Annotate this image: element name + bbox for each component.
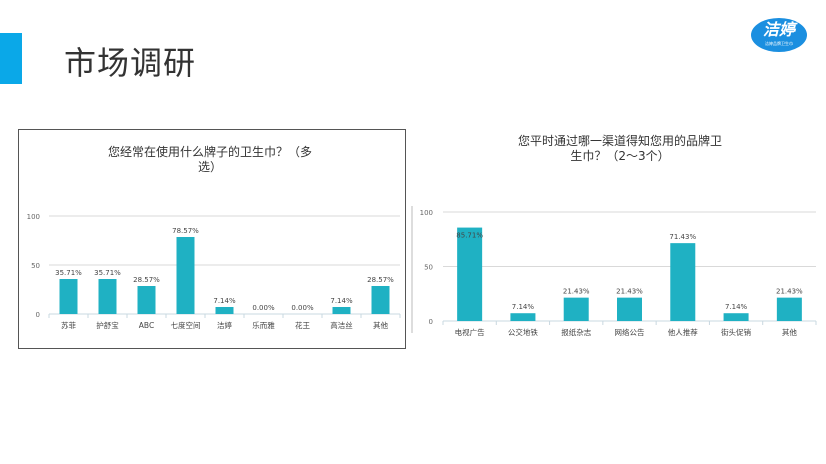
category-label: 其他 bbox=[782, 327, 797, 337]
category-label: 护舒宝 bbox=[96, 320, 119, 330]
category-label: 电视广告 bbox=[455, 327, 485, 337]
y-tick-label: 0 bbox=[36, 311, 40, 319]
bar bbox=[98, 279, 117, 314]
value-label: 28.57% bbox=[367, 276, 394, 284]
bar bbox=[723, 313, 749, 321]
bar bbox=[617, 297, 642, 321]
value-label: 7.14% bbox=[330, 297, 353, 305]
value-label: 78.57% bbox=[172, 227, 199, 235]
chart-channel-title: 您平时通过哪一渠道得知您用的品牌卫 生巾？（2～3个） bbox=[480, 134, 760, 164]
category-label: 花王 bbox=[295, 320, 310, 330]
value-label: 21.43% bbox=[776, 288, 803, 296]
bar bbox=[59, 279, 78, 314]
accent-bar bbox=[0, 33, 22, 84]
bar bbox=[670, 243, 696, 321]
value-label: 35.71% bbox=[94, 269, 121, 277]
value-label: 7.14% bbox=[213, 297, 236, 305]
bar bbox=[510, 313, 536, 321]
bar bbox=[332, 307, 351, 314]
category-label: 他人推荐 bbox=[668, 327, 698, 337]
value-label: 21.43% bbox=[616, 288, 643, 296]
value-label: 35.71% bbox=[55, 269, 82, 277]
bar bbox=[215, 307, 234, 314]
category-label: 洁婷 bbox=[217, 320, 232, 330]
category-label: 高洁丝 bbox=[330, 320, 353, 330]
logo-text: 洁婷 bbox=[762, 20, 795, 39]
value-label: 0.00% bbox=[291, 304, 314, 312]
bar bbox=[457, 227, 483, 321]
chart-title-line2: 生巾？（2～3个） bbox=[570, 149, 670, 163]
y-tick-label: 50 bbox=[424, 264, 433, 272]
bar bbox=[776, 297, 802, 321]
y-tick-label: 0 bbox=[429, 318, 433, 326]
value-label: 7.14% bbox=[512, 303, 535, 311]
value-label: 7.14% bbox=[725, 303, 748, 311]
chart-title-line2: 选） bbox=[197, 160, 222, 174]
value-label: 0.00% bbox=[252, 304, 275, 312]
bar bbox=[137, 286, 156, 314]
category-label: 乐而雅 bbox=[252, 320, 275, 330]
logo-subtext: 洁婷品牌卫生巾 bbox=[765, 41, 793, 46]
value-label: 21.43% bbox=[563, 288, 590, 296]
value-label: 71.43% bbox=[669, 233, 696, 241]
category-label: 网络公告 bbox=[615, 327, 645, 337]
chart-title-line1: 您经常在使用什么牌子的卫生巾？（多 bbox=[107, 145, 312, 159]
y-tick-label: 50 bbox=[31, 262, 40, 270]
category-label: 七度空间 bbox=[171, 320, 201, 330]
page-title: 市场调研 bbox=[64, 44, 197, 82]
category-label: 报纸杂志 bbox=[561, 327, 591, 337]
category-label: 公交地铁 bbox=[508, 327, 538, 337]
value-label: 28.57% bbox=[133, 276, 160, 284]
chart-brand-usage-title: 您经常在使用什么牌子的卫生巾？（多 选） bbox=[60, 145, 360, 175]
category-label: 其他 bbox=[373, 320, 388, 330]
bar bbox=[176, 237, 195, 314]
chart-title-line1: 您平时通过哪一渠道得知您用的品牌卫 bbox=[517, 134, 722, 148]
y-tick-label: 100 bbox=[27, 213, 40, 221]
y-tick-label: 100 bbox=[420, 209, 433, 217]
bar bbox=[371, 286, 390, 314]
category-label: 苏菲 bbox=[61, 320, 76, 330]
category-label: ABC bbox=[139, 321, 154, 330]
category-label: 街头促销 bbox=[721, 327, 751, 337]
value-label: 85.71% bbox=[456, 232, 483, 240]
brand-logo: 洁婷 洁婷品牌卫生巾 bbox=[751, 18, 807, 52]
bar bbox=[563, 297, 589, 321]
